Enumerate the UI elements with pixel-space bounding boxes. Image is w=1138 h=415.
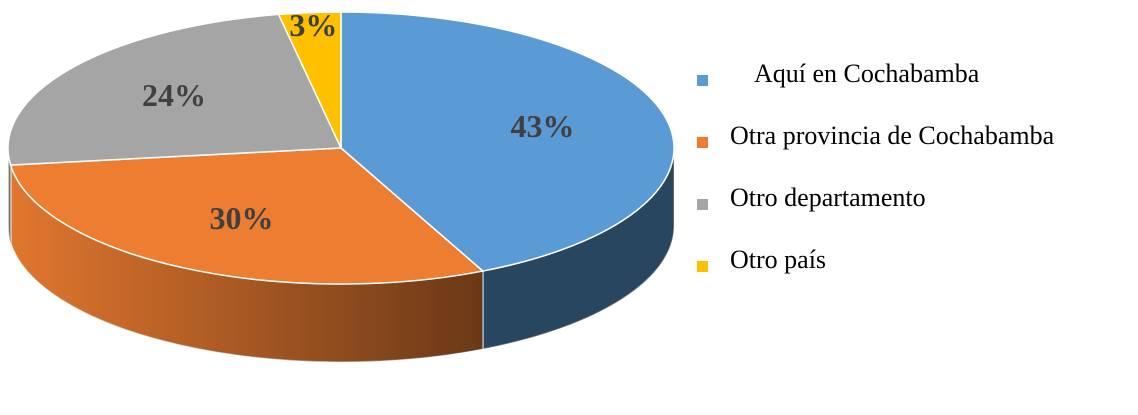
slice-side-shade <box>10 165 483 362</box>
slice-side-shade <box>8 148 11 244</box>
data-label: 3% <box>289 7 337 43</box>
legend-label: Otro país <box>730 245 826 274</box>
legend-swatch <box>697 261 708 272</box>
slice <box>340 11 675 272</box>
data-label: 43% <box>510 108 574 144</box>
legend-label: Aquí en Cochabamba <box>754 59 980 88</box>
slice <box>9 147 485 285</box>
slice-side-shade <box>482 148 674 350</box>
legend-label: Otro departamento <box>730 183 926 212</box>
slice <box>7 13 343 166</box>
legend-swatch <box>697 137 708 148</box>
slice <box>277 11 342 149</box>
legend-label: Otra provincia de Cochabamba <box>730 121 1055 150</box>
legend-swatch <box>697 199 708 210</box>
data-label: 30% <box>210 200 274 236</box>
legend-swatch <box>697 75 708 86</box>
data-label: 24% <box>142 77 206 113</box>
